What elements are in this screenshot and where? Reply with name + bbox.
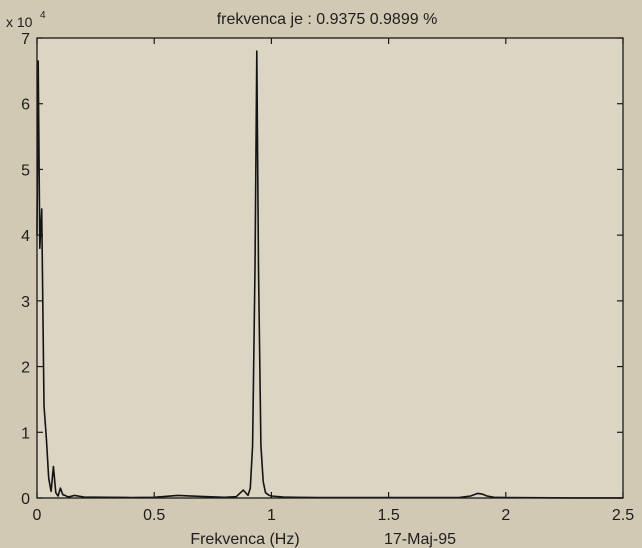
x-tick-label: 0 <box>33 507 42 524</box>
y-tick-label: 2 <box>21 360 30 377</box>
y-scale-label: x 10 <box>6 14 33 30</box>
y-axis-ticks: 0 1 2 3 4 5 6 7 <box>21 31 623 508</box>
plot-area <box>37 38 623 498</box>
plot-frame <box>36 37 624 499</box>
y-tick-label: 1 <box>21 425 30 442</box>
x-tick-label: 2 <box>501 507 510 524</box>
x-tick-label: 0.5 <box>143 507 165 524</box>
y-tick-label: 5 <box>21 162 30 179</box>
y-scale-exponent: 4 <box>40 10 46 21</box>
x-axis-label: Frekvenca (Hz) <box>190 531 299 548</box>
date-label: 17-Maj-95 <box>384 531 456 548</box>
series-layer <box>36 50 623 499</box>
chart-title: frekvenca je : 0.9375 0.9899 % <box>217 11 438 28</box>
y-tick-label: 3 <box>21 294 30 311</box>
x-tick-label: 1 <box>267 507 276 524</box>
y-tick-label: 0 <box>21 491 30 508</box>
x-tick-label: 1.5 <box>377 507 399 524</box>
y-tick-label: 6 <box>21 97 30 114</box>
y-tick-label: 4 <box>21 228 30 245</box>
spectrum-series-line <box>36 50 623 499</box>
x-tick-label: 2.5 <box>612 507 634 524</box>
y-tick-label: 7 <box>21 31 30 48</box>
